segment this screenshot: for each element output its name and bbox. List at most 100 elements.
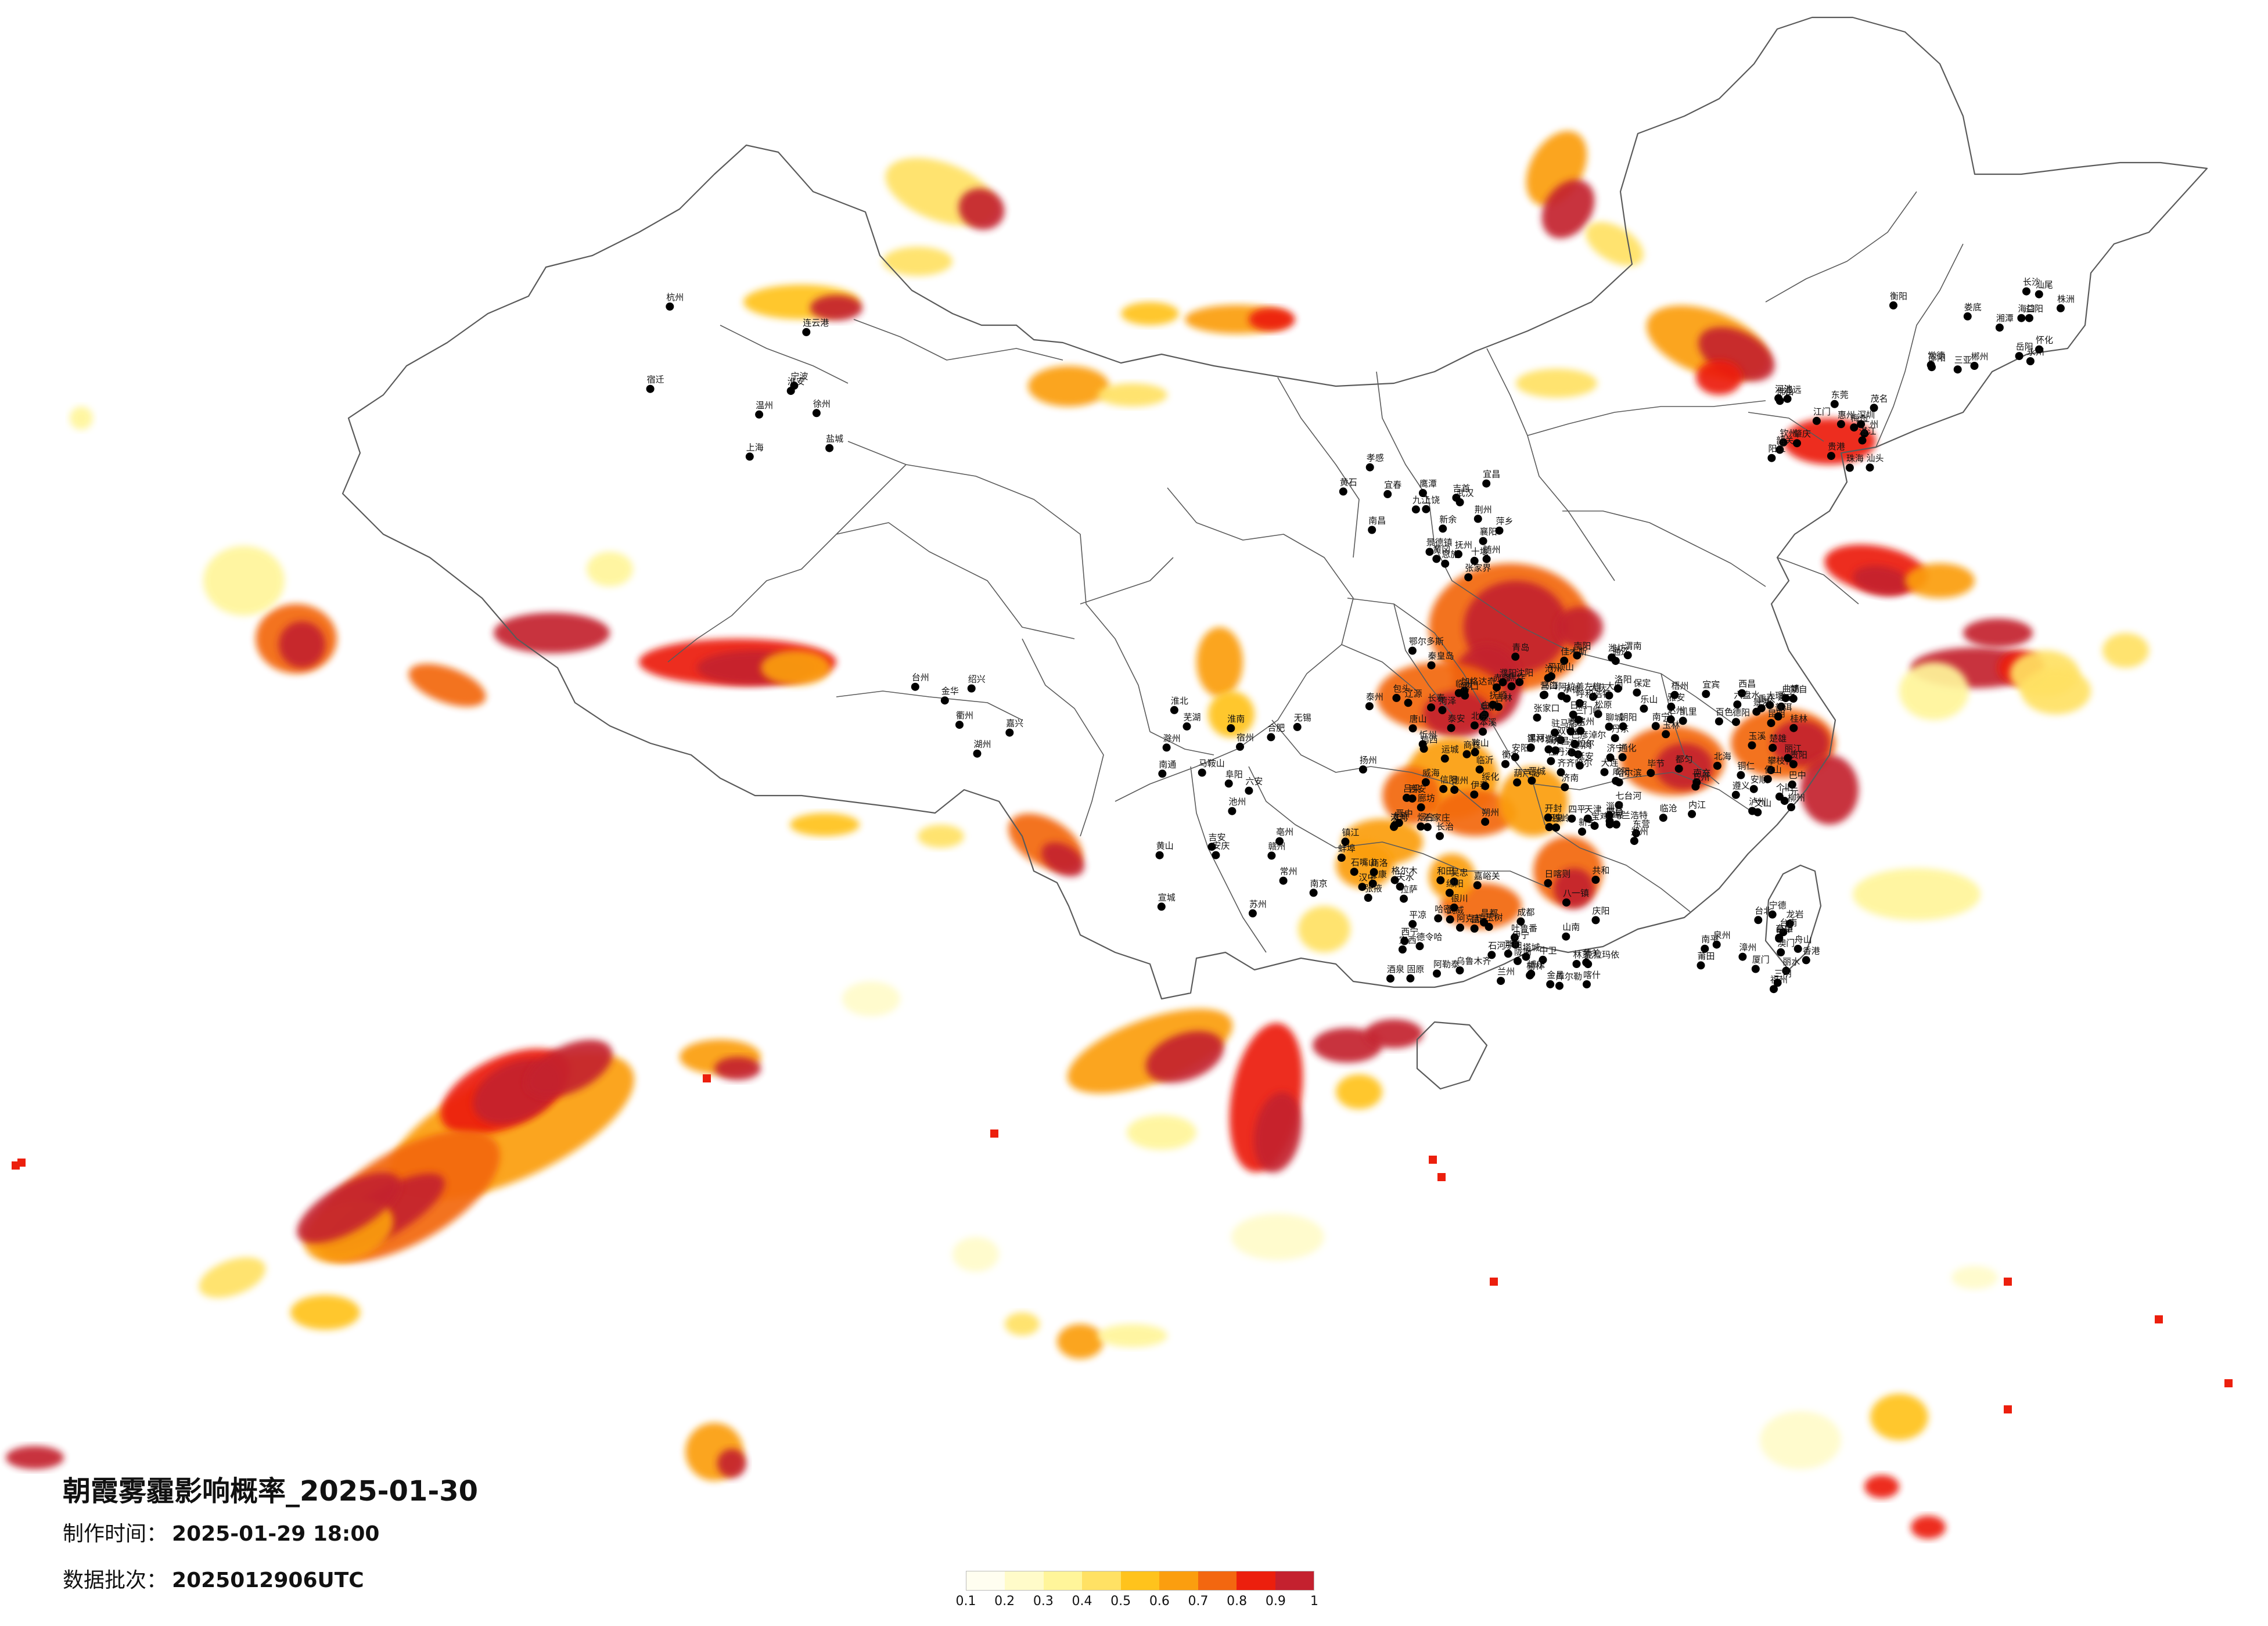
city-marker: 景洪 bbox=[1752, 697, 1770, 716]
city-marker: 绍兴 bbox=[967, 674, 986, 693]
city-marker: 台北 bbox=[1754, 905, 1772, 924]
city-label: 茂名 bbox=[1871, 393, 1888, 404]
city-marker: 庆阳 bbox=[1591, 906, 1610, 924]
city-label: 曲靖 bbox=[1782, 684, 1800, 694]
city-marker: 林芝 bbox=[1572, 949, 1591, 968]
city-marker: 铜仁 bbox=[1737, 761, 1755, 779]
city-marker: 菏泽 bbox=[1438, 696, 1456, 714]
city-dot bbox=[1583, 814, 1592, 823]
city-label: 都匀 bbox=[1676, 754, 1693, 765]
city-dot bbox=[1440, 754, 1449, 763]
city-dot bbox=[1337, 854, 1346, 862]
city-marker: 呼和浩特 bbox=[1575, 689, 1611, 707]
city-label: 湘潭 bbox=[1996, 313, 2014, 323]
city-marker: 镇江 bbox=[1341, 827, 1359, 846]
city-dot bbox=[1227, 724, 1235, 732]
city-marker: 丽水 bbox=[1782, 956, 1800, 975]
city-dot bbox=[1408, 724, 1417, 733]
city-dot bbox=[1438, 706, 1447, 714]
city-label: 榆林 bbox=[1526, 961, 1544, 972]
city-dot bbox=[1481, 782, 1490, 790]
city-dot bbox=[1767, 719, 1775, 728]
city-dot bbox=[1777, 702, 1785, 711]
city-dot bbox=[1479, 537, 1487, 545]
city-dot bbox=[1633, 688, 1641, 697]
city-marker: 襄阳 bbox=[1479, 527, 1497, 545]
city-dot bbox=[1547, 757, 1555, 765]
haze-cell bbox=[17, 1159, 26, 1167]
city-label: 无锡 bbox=[1294, 713, 1311, 723]
city-marker: 共和 bbox=[1591, 865, 1609, 884]
city-marker: 扬州 bbox=[1358, 755, 1377, 774]
city-marker: 石嘴山 bbox=[1350, 857, 1377, 876]
haze-area bbox=[1655, 743, 1713, 790]
city-marker: 信阳 bbox=[1439, 775, 1457, 793]
city-marker: 唐山 bbox=[1408, 714, 1427, 733]
city-dot bbox=[1400, 937, 1409, 945]
city-dot bbox=[1696, 961, 1705, 970]
city-marker: 北海 bbox=[1713, 751, 1731, 770]
city-markers: 漠河加格达奇海拉尔伊春鹤岗齐齐哈尔大庆绥化佳木斯双鸭山七台河鸡西哈尔滨牡丹江乌兰… bbox=[646, 277, 2075, 994]
city-label: 和田 bbox=[1437, 866, 1454, 876]
city-label: 固原 bbox=[1407, 964, 1424, 974]
city-marker: 高雄 bbox=[1775, 923, 1793, 942]
legend-tick-label: 0.5 bbox=[1110, 1594, 1131, 1609]
city-dot bbox=[1754, 916, 1763, 924]
city-dot bbox=[1526, 743, 1535, 752]
haze-area bbox=[526, 1039, 613, 1098]
city-marker: 合肥 bbox=[1267, 722, 1285, 742]
city-label: 株洲 bbox=[2057, 294, 2075, 304]
city-dot bbox=[1446, 915, 1454, 924]
city-label: 博乐 bbox=[1527, 959, 1545, 970]
city-dot bbox=[1170, 706, 1178, 714]
city-marker: 烟台 bbox=[1417, 812, 1435, 831]
city-dot bbox=[1533, 713, 1541, 722]
haze-area bbox=[1365, 1019, 1423, 1048]
city-label: 西安 bbox=[1409, 784, 1426, 794]
city-dot bbox=[1473, 515, 1482, 523]
city-label: 廊坊 bbox=[1418, 793, 1435, 803]
city-marker: 贵港 bbox=[1827, 441, 1845, 461]
city-label: 温州 bbox=[756, 400, 773, 411]
city-dot bbox=[1516, 917, 1525, 926]
city-marker: 洛阳 bbox=[1613, 674, 1632, 693]
city-marker: 若羌 bbox=[1582, 948, 1600, 967]
city-dot bbox=[1666, 715, 1675, 724]
city-dot bbox=[1715, 717, 1723, 726]
haze-area bbox=[1951, 1266, 1998, 1289]
haze-area bbox=[717, 1449, 746, 1478]
city-label: 台州 bbox=[912, 672, 929, 683]
haze-area bbox=[1249, 308, 1295, 331]
city-dot bbox=[1574, 750, 1583, 759]
city-label: 珠海 bbox=[1846, 454, 1864, 464]
city-dot bbox=[745, 452, 754, 461]
city-label: 河池 bbox=[1775, 384, 1792, 394]
city-marker: 平顶山 bbox=[1547, 662, 1574, 681]
legend-swatch bbox=[1120, 1571, 1160, 1590]
city-dot bbox=[1155, 851, 1164, 859]
city-marker: 漯河 bbox=[1526, 733, 1545, 752]
city-dot bbox=[1423, 823, 1432, 832]
city-dot bbox=[1576, 726, 1585, 735]
city-dot bbox=[1995, 323, 2004, 332]
city-marker: 个旧 bbox=[1775, 782, 1793, 801]
city-label: 林芝 bbox=[1573, 949, 1591, 960]
city-marker: 湛江 bbox=[1858, 426, 1877, 445]
city-marker: 南平 bbox=[1701, 934, 1719, 953]
city-marker: 莆田 bbox=[1696, 951, 1715, 970]
city-marker: 酒泉 bbox=[1386, 964, 1404, 983]
city-marker: 普洱 bbox=[1774, 702, 1792, 721]
city-label: 中卫 bbox=[1540, 945, 1557, 956]
city-label: 梧州 bbox=[1672, 681, 1689, 691]
city-marker: 恩施 bbox=[1441, 549, 1459, 568]
city-dot bbox=[2035, 345, 2043, 354]
city-marker: 运城 bbox=[1440, 744, 1459, 763]
city-marker: 宿州 bbox=[1236, 732, 1254, 751]
city-label: 南昌 bbox=[1368, 516, 1386, 526]
city-label: 龙岩 bbox=[1787, 909, 1804, 920]
city-label: 池州 bbox=[1228, 797, 1246, 807]
city-dot bbox=[1802, 956, 1810, 965]
probability-field bbox=[6, 131, 2233, 1539]
city-label: 包头 bbox=[1393, 684, 1410, 694]
